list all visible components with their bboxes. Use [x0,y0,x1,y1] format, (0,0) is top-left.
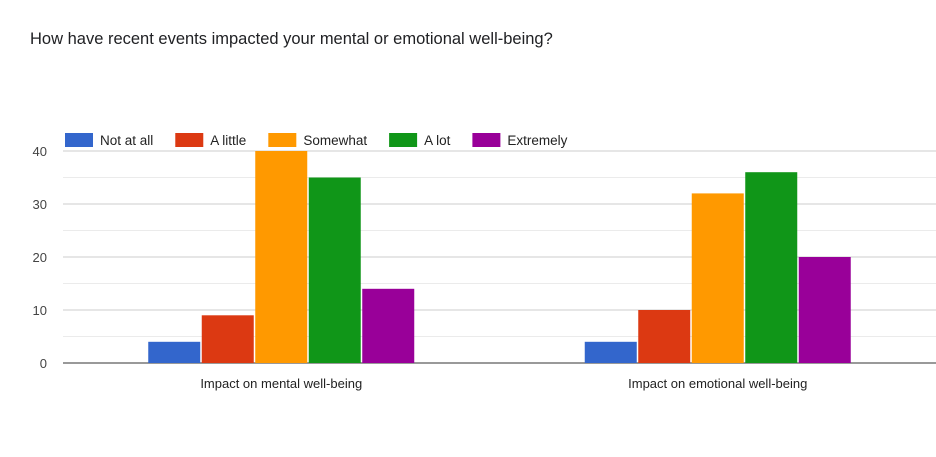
chart-title: How have recent events impacted your men… [30,30,553,48]
x-category-label: Impact on mental well-being [200,376,362,391]
bar[interactable] [798,257,851,363]
bar[interactable] [308,177,361,364]
legend-swatch [472,133,501,147]
legend-item[interactable]: Somewhat [268,133,367,148]
bar[interactable] [148,341,201,363]
bar[interactable] [201,315,254,363]
legend-swatch [65,133,93,147]
legend-swatch [175,133,204,147]
legend-item[interactable]: Not at all [65,133,153,148]
bar[interactable] [362,288,415,363]
bar[interactable] [745,172,798,363]
bar[interactable] [691,193,744,363]
legend-label: A lot [424,133,451,148]
legend-label: Not at all [100,133,153,148]
y-tick-label: 20 [33,250,47,265]
legend: Not at all A little Somewhat A lot Extremely [65,133,568,148]
legend-item[interactable]: Extremely [472,133,568,148]
x-category-label: Impact on emotional well-being [628,376,807,391]
legend-label: Extremely [507,133,567,148]
y-tick-label: 40 [33,144,47,159]
bars [148,151,851,363]
legend-swatch [268,133,297,147]
legend-item[interactable]: A lot [389,133,451,148]
y-tick-label: 30 [33,197,47,212]
bar[interactable] [638,310,691,363]
bar[interactable] [255,151,308,363]
legend-swatch [389,133,418,147]
y-tick-label: 0 [40,356,47,371]
legend-label: A little [210,133,246,148]
bar[interactable] [584,341,637,363]
x-axis-categories: Impact on mental well-being Impact on emo… [200,376,807,391]
legend-label: Somewhat [303,133,367,148]
y-axis-ticks: 0 10 20 30 40 [33,144,47,371]
legend-item[interactable]: A little [175,133,246,148]
y-tick-label: 10 [33,303,47,318]
